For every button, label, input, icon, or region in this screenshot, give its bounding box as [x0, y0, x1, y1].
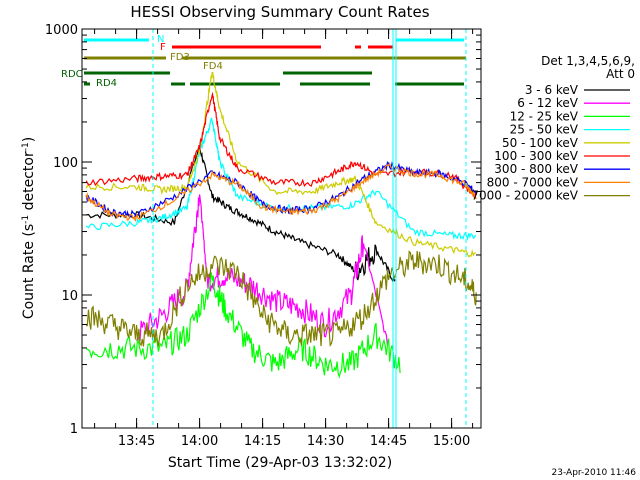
series-line-3 — [85, 116, 477, 241]
series-line-5 — [85, 91, 477, 200]
x-tick-label: 13:45 — [118, 434, 155, 449]
legend-label-4: 50 - 100 keV — [502, 136, 579, 150]
instrument-flags: NF FD3 FD4 RDC RD4 — [61, 34, 466, 89]
x-tick-label: 14:00 — [181, 434, 218, 449]
x-tick-label: 14:15 — [244, 434, 281, 449]
series-line-1 — [136, 194, 389, 346]
y-tick-label: 10 — [61, 289, 78, 304]
flag-label-n: N — [157, 34, 164, 45]
chart-title: HESSI Observing Summary Count Rates — [130, 3, 429, 21]
ylabel-part-2: detector — [21, 151, 37, 215]
plot-frame — [81, 28, 482, 429]
attenuator-vertical-lines — [152, 29, 467, 428]
legend-label-0: 3 - 6 keV — [525, 83, 579, 97]
y-axis-label: Count Rate (s-1 detector-1) — [21, 137, 37, 319]
series-line-2 — [85, 272, 401, 379]
x-tick-label: 14:30 — [307, 434, 344, 449]
ylabel-sup-1: -1 — [21, 215, 31, 224]
x-axis-label: Start Time (29-Apr-03 13:32:02) — [168, 455, 392, 471]
legend-header-2: Att 0 — [606, 67, 635, 81]
legend-header-1: Det 1,3,4,5,6,9, — [541, 54, 635, 68]
y-tick-label: 1 — [70, 422, 78, 437]
y-tick-label: 1000 — [45, 23, 78, 38]
legend-label-5: 100 - 300 keV — [494, 149, 578, 163]
x-tick-label: 15:00 — [433, 434, 470, 449]
flag-label-fd4: FD4 — [203, 61, 223, 72]
series-line-6 — [85, 161, 477, 219]
x-tick-label: 14:45 — [370, 434, 407, 449]
ylabel-part-3: ) — [21, 137, 37, 142]
legend-label-7: 800 - 7000 keV — [487, 175, 579, 189]
flag-label-rd4: RD4 — [96, 78, 117, 89]
legend-label-1: 6 - 12 keV — [517, 96, 579, 110]
legend-label-2: 12 - 25 keV — [510, 109, 579, 123]
axis-ticks: 1 10 100 1000 13:45 14:00 14:15 14:30 14:45 15:00 — [45, 23, 481, 449]
series-line-8 — [85, 250, 477, 348]
flag-label-f: F — [160, 42, 166, 53]
footer-date: 23-Apr-2010 11:46 — [552, 468, 637, 478]
flag-label-rdc: RDC — [61, 69, 83, 80]
legend-label-6: 300 - 800 keV — [494, 162, 578, 176]
series-line-7 — [85, 162, 477, 222]
ylabel-part-1: Count Rate (s — [21, 224, 37, 319]
legend-label-3: 25 - 50 keV — [510, 123, 579, 137]
flag-label-fd3: FD3 — [170, 52, 190, 63]
y-tick-label: 100 — [53, 156, 78, 171]
series-lines — [85, 71, 477, 379]
legend-label-8: 7000 - 20000 keV — [471, 189, 578, 203]
ylabel-sup-2: -1 — [21, 142, 31, 151]
